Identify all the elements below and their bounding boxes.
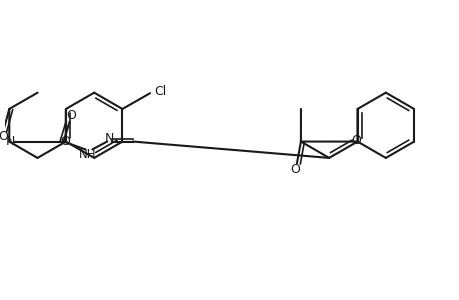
Text: O: O <box>290 163 299 176</box>
Text: O: O <box>351 134 361 147</box>
Text: O: O <box>60 135 70 148</box>
Text: N: N <box>6 135 15 148</box>
Text: Cl: Cl <box>154 85 166 98</box>
Text: O: O <box>67 109 76 122</box>
Text: N: N <box>104 132 113 145</box>
Text: NH: NH <box>78 148 96 161</box>
Text: O: O <box>0 130 8 143</box>
